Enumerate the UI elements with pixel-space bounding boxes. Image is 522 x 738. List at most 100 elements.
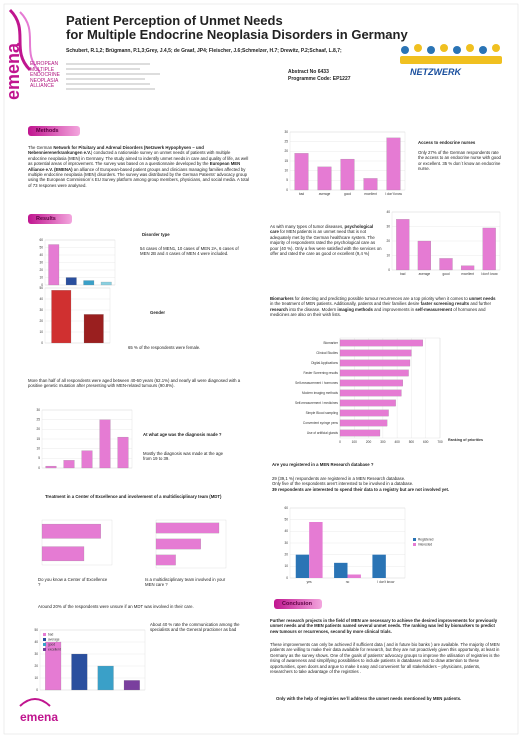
y-tick-label: 30 [36, 408, 40, 412]
y-tick-label: 40 [284, 529, 288, 533]
paragraph: Only with the help of registries we´ll a… [276, 696, 462, 701]
text: European MEN Alliance e.V. (EMENA) [28, 161, 241, 172]
text: and further [469, 301, 492, 307]
y-tick-label: 10 [39, 275, 43, 279]
x-tick-label: good [344, 192, 351, 196]
x-tick-label: excellent [461, 272, 474, 276]
y-tick-label: 0 [388, 268, 390, 272]
bar [317, 166, 332, 191]
y-tick-label: 50 [39, 245, 43, 249]
bar [339, 399, 396, 407]
text: of hormones and medicines are also on th… [270, 306, 486, 318]
bar [339, 419, 388, 427]
y-tick-label: 20 [36, 427, 40, 431]
x-tick-label: bad [299, 192, 305, 196]
caption: Only 27% of the German respondents rate … [418, 150, 501, 172]
bar [386, 137, 401, 191]
legend-swatch [413, 538, 416, 541]
x-tick-label: excellent [364, 192, 377, 196]
x-tick-label: 500 [409, 440, 415, 444]
legend-swatch [43, 648, 46, 651]
y-tick-label: 5 [38, 456, 40, 460]
chart-title: Gender [150, 310, 166, 315]
y-tick-label: 0 [41, 341, 43, 345]
y-tick-label: 0 [41, 283, 43, 287]
bar [155, 538, 201, 550]
y-tick-label: 15 [36, 437, 40, 441]
caption: 54 cases of MEN1, 10 cases of MEN 2A, 6 … [140, 246, 239, 257]
y-tick-label: 10 [284, 169, 288, 173]
bar [45, 465, 57, 469]
x-tick-label: I don't know [481, 272, 499, 276]
text: in the treatment of MEN patients. Additi… [270, 301, 421, 307]
bar [295, 554, 310, 578]
text: research [270, 306, 288, 312]
y-tick-label: 0 [38, 466, 40, 470]
bar [339, 359, 411, 367]
methods-text: The German Network for Pituitary and Adr… [28, 145, 250, 188]
paragraph: 29 (39,1 %) respondents are registered i… [272, 476, 502, 492]
chart-title: Access to endocrine nurses [418, 140, 476, 145]
y-tick-label: 10 [39, 330, 43, 334]
bar [334, 562, 348, 578]
y-tick-label: 20 [284, 149, 288, 153]
section-title: Are you registered in a MEN Research dat… [272, 462, 374, 467]
legend-label: bad [48, 632, 54, 636]
text: As with many types of tumor diseases, [270, 224, 345, 229]
y-tick-label: Biomarker [323, 341, 338, 345]
footer-logo-mark [19, 698, 51, 707]
y-tick-label: 40 [34, 640, 38, 644]
y-tick-label: 0 [286, 188, 288, 192]
bar [117, 436, 129, 469]
y-tick-label: Simple Blood sampling [306, 411, 339, 415]
chart-title: Disorder type [142, 232, 170, 237]
y-tick-label: 30 [39, 308, 43, 312]
bar [482, 227, 496, 271]
y-tick-label: 20 [39, 319, 43, 323]
y-tick-label: 30 [284, 130, 288, 134]
y-tick-label: Clinical Studies [316, 351, 338, 355]
affiliation-lines [66, 63, 160, 90]
x-tick-label: average [419, 272, 431, 276]
bar [99, 419, 111, 469]
x-tick-label: no [346, 580, 350, 584]
bar [155, 554, 176, 566]
x-tick-label: 600 [423, 440, 429, 444]
alliance-line: NEOPLASIA [30, 77, 59, 84]
y-tick-label: 40 [39, 253, 43, 257]
section-banner: Conclusion [274, 599, 322, 609]
y-tick-label: 10 [34, 676, 38, 680]
y-tick-label: 5 [286, 178, 288, 182]
y-tick-label: 40 [39, 297, 43, 301]
x-tick-label: bad [400, 272, 406, 276]
abstract-no: Abstract No 6433 [288, 69, 329, 75]
y-tick-label: Self-measurement / medicines [295, 401, 338, 405]
text: and improvements in [372, 306, 416, 312]
text: 39 respondents are interested to spend t… [272, 486, 450, 492]
x-tick-label: average [319, 192, 331, 196]
x-tick-label: 100 [352, 440, 358, 444]
alliance-line: ALLIANCE [30, 83, 55, 90]
bar [340, 158, 355, 191]
bar [100, 281, 112, 286]
legend-label: Interested [418, 542, 432, 546]
x-tick-label: 0 [339, 440, 341, 444]
footer-logo: emena [20, 710, 59, 724]
legend-swatch [43, 643, 46, 646]
bar [65, 277, 77, 286]
text: Network for Pituitary and Adrenal Disord… [28, 145, 204, 156]
x-tick-label: 700 [437, 440, 443, 444]
caption: Is a multidisciplinary team involved in … [145, 577, 226, 588]
bar [439, 258, 453, 271]
y-tick-label: Faster Screening results [303, 371, 338, 375]
y-tick-label: 25 [36, 418, 40, 422]
y-tick-label: 20 [34, 664, 38, 668]
bar [339, 409, 389, 417]
bar [309, 522, 323, 578]
x-tick-label: I don't know [377, 580, 395, 584]
y-tick-label: 60 [284, 506, 288, 510]
bar [347, 574, 361, 578]
logo: emena [3, 42, 23, 100]
y-tick-label: 30 [386, 224, 390, 228]
legend-label: good [48, 642, 55, 646]
